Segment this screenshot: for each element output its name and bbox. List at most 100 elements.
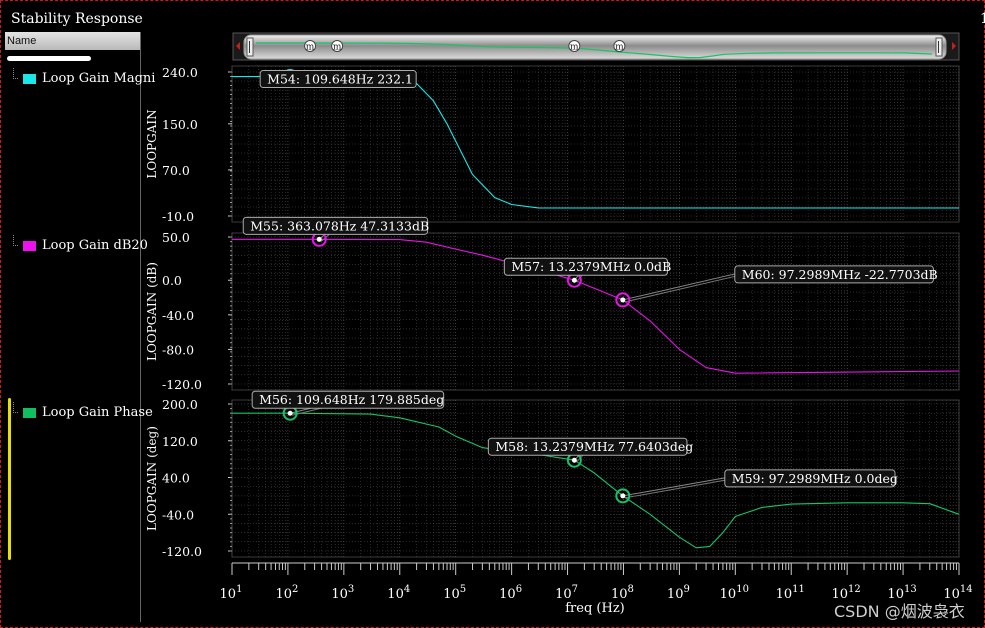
- navigator-right-arrow-icon[interactable]: [952, 42, 956, 50]
- navigator-phase-trace: [256, 42, 933, 59]
- marker-label-text: M58: 13.2379MHz 77.6403deg: [495, 439, 693, 454]
- navigator-marker-icon[interactable]: m: [304, 40, 317, 53]
- marker-dot-icon: [571, 277, 577, 283]
- marker-1-magnitude[interactable]: M54: 109.648Hz 232.1: [259, 69, 417, 89]
- navigator-marker-glyph: m: [570, 43, 579, 53]
- x-tick-label: 107: [555, 584, 578, 602]
- tree-connector-icon: [13, 68, 18, 79]
- panel-border: [231, 232, 960, 391]
- marker-leader-line: [624, 275, 737, 303]
- marker-label-box[interactable]: [734, 265, 934, 284]
- x-tick-label: 103: [331, 584, 354, 602]
- y-axis-label: LOOPGAIN (deg): [145, 426, 159, 531]
- marker-1-phase[interactable]: M56: 109.648Hz 179.885deg: [251, 390, 445, 421]
- marker-dot-icon: [571, 457, 577, 463]
- marker-2-db20[interactable]: M57: 13.2379MHz 0.0dB: [503, 257, 671, 288]
- navigator-marker-icon[interactable]: m: [568, 40, 581, 53]
- marker-label-box[interactable]: [724, 469, 896, 488]
- marker-ring-icon[interactable]: [615, 488, 631, 504]
- x-tick-label: 1012: [832, 584, 861, 602]
- y-axis-label: LOOPGAIN: [145, 109, 159, 178]
- trace-phase[interactable]: [232, 412, 960, 549]
- navigator-left-arrow-icon[interactable]: [236, 42, 240, 50]
- tree-connector-icon: [13, 235, 18, 246]
- marker-label-box[interactable]: [242, 216, 429, 235]
- x-tick-label: 104: [387, 584, 410, 602]
- x-tick-label: 105: [443, 584, 466, 602]
- marker-leader-line: [624, 479, 727, 499]
- x-tick-label: 106: [499, 584, 522, 602]
- marker-label-text: M59: 97.2989MHz 0.0deg: [732, 471, 898, 486]
- x-tick-label: 108: [611, 584, 634, 602]
- legend-item-label: Loop Gain Magni: [42, 71, 156, 86]
- navigator-marker-icon[interactable]: m: [331, 40, 344, 53]
- color-swatch-icon: [23, 74, 36, 84]
- y-tick-label: 120.0: [162, 434, 198, 449]
- marker-dot-icon: [316, 236, 322, 242]
- legend-header-scrollbar[interactable]: [7, 56, 91, 61]
- chart-panel-magnitude: 240.0 150.0 70.0 -10.0 LOOPGAIN M54: 109.648H…: [145, 65, 960, 224]
- y-tick-label: -40.0: [162, 308, 194, 323]
- marker-label-box[interactable]: [503, 257, 668, 276]
- x-axis: 101 102 103 104 105 106 107 108 109 1010 1011 1012 1…: [220, 562, 973, 602]
- marker-label-text: M56: 109.648Hz 179.885deg: [259, 392, 444, 407]
- marker-2-phase[interactable]: M58: 13.2379MHz 77.6403deg: [487, 437, 693, 468]
- marker-label-text: M54: 109.648Hz 232.1: [267, 72, 413, 87]
- window-title-fragment: 1: [980, 11, 985, 27]
- marker-label-box[interactable]: [259, 70, 417, 89]
- marker-dot-icon: [620, 297, 626, 303]
- marker-3-db20[interactable]: M60: 97.2989MHz -22.7703dB: [615, 265, 938, 308]
- marker-label-text: M60: 97.2989MHz -22.7703dB: [742, 267, 938, 282]
- legend-item-label: Loop Gain dB20: [42, 238, 148, 253]
- legend-item-label: Loop Gain Phase: [42, 405, 153, 420]
- marker-ring-icon[interactable]: [615, 292, 631, 308]
- marker-dot-icon: [287, 410, 293, 416]
- y-tick-label: 40.0: [162, 471, 190, 486]
- legend-column-header[interactable]: Name: [5, 32, 140, 50]
- color-swatch-icon: [23, 241, 36, 251]
- y-tick-label: -120.0: [162, 377, 202, 392]
- navigator-marker-icon[interactable]: m: [613, 40, 626, 53]
- x-tick-label: 1010: [720, 584, 749, 602]
- marker-label-box[interactable]: [487, 437, 688, 456]
- marker-label-text: M55: 363.078Hz 47.3133dB: [250, 218, 429, 233]
- y-tick-label: -80.0: [162, 342, 194, 357]
- marker-label-text: M57: 13.2379MHz 0.0dB: [511, 259, 671, 274]
- legend-scrollbar[interactable]: [8, 398, 11, 560]
- y-axis-label: LOOPGAIN (dB): [145, 262, 159, 361]
- navigator-marker-glyph: m: [333, 43, 342, 53]
- x-tick-label: 101: [220, 584, 243, 602]
- x-tick-label: 102: [275, 584, 298, 602]
- window-title: Stability Response: [11, 11, 143, 27]
- y-tick-label: 0.0: [162, 273, 182, 288]
- marker-leader-line: [622, 273, 735, 301]
- x-tick-label: 109: [667, 584, 690, 602]
- legend-panel: Name Loop Gain Magni Loop Gain dB20 Loop…: [5, 32, 155, 622]
- y-tick-label: 200.0: [162, 397, 198, 412]
- x-tick-label: 1014: [943, 584, 972, 602]
- navigator-thumb[interactable]: [243, 34, 947, 60]
- y-tick-label: 50.0: [162, 230, 190, 245]
- chart-panel-db20: 50.0 0.0 -40.0 -80.0 -120.0 LOOPGAIN (dB) M55:…: [145, 216, 960, 392]
- trace-magnitude[interactable]: [232, 76, 959, 209]
- navigator-marker-glyph: m: [306, 43, 315, 53]
- x-tick-label: 1011: [776, 584, 805, 602]
- tree-connector-icon: [13, 402, 18, 413]
- marker-3-phase[interactable]: M59: 97.2989MHz 0.0deg: [615, 469, 898, 504]
- y-tick-label: -10.0: [162, 209, 194, 224]
- y-tick-label: -40.0: [162, 507, 194, 522]
- x-axis-label: freq (Hz): [565, 601, 625, 616]
- y-tick-label: 240.0: [162, 65, 198, 80]
- marker-label-box[interactable]: [251, 390, 445, 409]
- y-tick-label: 70.0: [162, 163, 190, 178]
- marker-1-db20[interactable]: M55: 363.078Hz 47.3133dB: [242, 216, 429, 247]
- color-swatch-icon: [23, 408, 36, 418]
- marker-dot-icon: [620, 493, 626, 499]
- y-tick-label: -120.0: [162, 544, 202, 559]
- x-tick-label: 1013: [887, 584, 916, 602]
- marker-leader-line: [622, 477, 725, 497]
